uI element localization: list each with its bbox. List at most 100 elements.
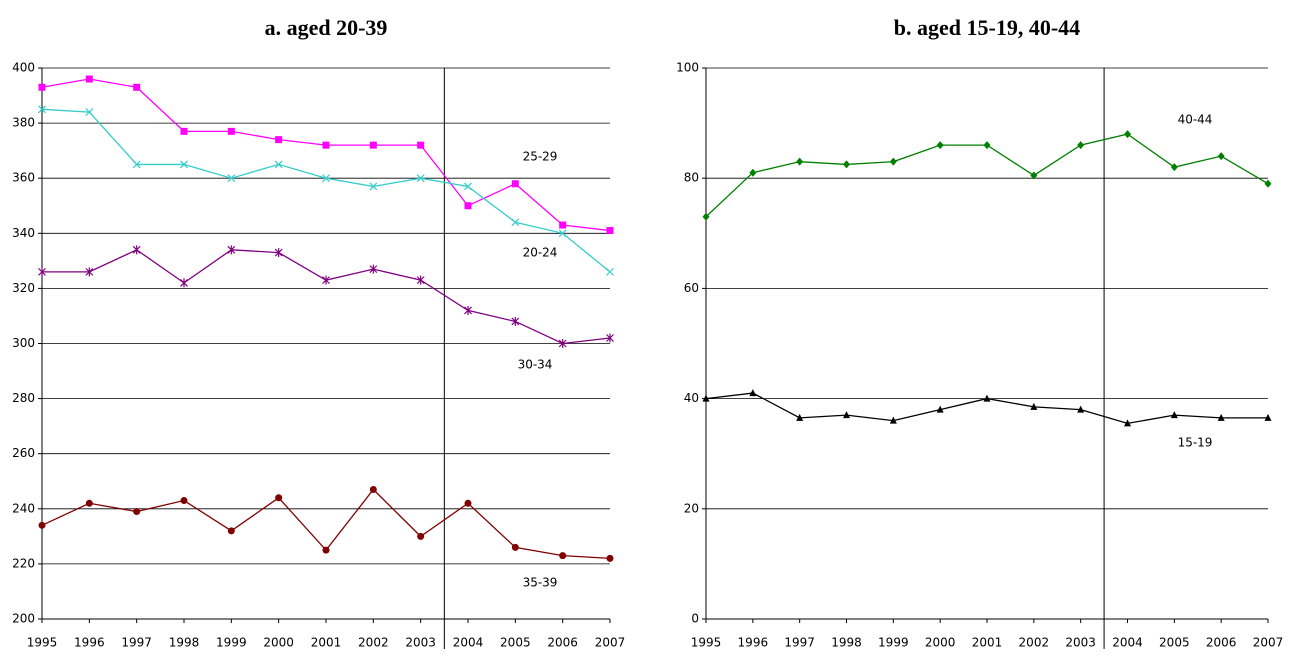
chart-title: b. aged 15-19, 40-44 <box>894 15 1080 40</box>
y-tick-label: 320 <box>12 281 35 295</box>
point-marker <box>511 180 519 188</box>
point-marker <box>1030 171 1038 180</box>
y-tick-label: 400 <box>12 61 35 75</box>
y-tick-label: 220 <box>12 556 35 570</box>
point-marker <box>38 521 46 529</box>
point-marker <box>843 411 850 419</box>
point-marker <box>132 160 141 169</box>
x-tick-label: 1995 <box>27 636 58 650</box>
point-marker <box>511 316 520 326</box>
point-marker <box>1124 130 1131 139</box>
point-marker <box>85 108 94 117</box>
point-marker <box>274 248 283 258</box>
series-line <box>42 249 611 345</box>
point-marker <box>464 202 472 210</box>
point-marker <box>1077 141 1085 150</box>
point-marker <box>606 333 614 343</box>
y-tick-label: 340 <box>12 226 35 240</box>
point-marker <box>1124 419 1131 427</box>
point-marker <box>227 245 236 255</box>
point-marker <box>275 494 283 502</box>
point-marker <box>511 218 520 227</box>
x-tick-label: 2001 <box>311 636 342 650</box>
x-tick-label: 1996 <box>738 636 769 650</box>
point-marker <box>133 508 141 516</box>
x-tick-label: 2002 <box>358 636 389 650</box>
point-marker <box>1170 411 1178 419</box>
y-tick-label: 300 <box>12 336 35 350</box>
point-marker <box>936 405 944 413</box>
y-tick-label: 200 <box>12 612 35 626</box>
point-marker <box>796 413 804 421</box>
point-marker <box>936 141 944 150</box>
point-marker <box>464 305 472 315</box>
x-tick-label: 2003 <box>1065 636 1096 650</box>
point-marker <box>749 389 757 397</box>
point-marker <box>749 168 757 177</box>
point-marker <box>889 157 897 166</box>
point-marker <box>889 416 897 424</box>
y-tick-label: 260 <box>12 446 35 460</box>
x-tick-label: 1997 <box>121 636 152 650</box>
point-marker <box>702 212 710 221</box>
point-marker <box>322 174 330 183</box>
point-marker <box>369 264 378 274</box>
point-marker <box>38 83 46 91</box>
point-marker <box>180 127 188 135</box>
point-marker <box>275 136 283 144</box>
point-marker <box>38 267 46 277</box>
point-marker <box>85 267 94 277</box>
point-marker <box>416 174 425 183</box>
point-marker <box>417 141 425 149</box>
point-marker <box>227 527 235 535</box>
x-tick-label: 1998 <box>169 636 200 650</box>
point-marker <box>1264 413 1272 421</box>
y-tick-label: 360 <box>12 171 35 185</box>
y-tick-label: 280 <box>12 391 35 405</box>
point-marker <box>322 546 330 554</box>
x-tick-label: 1999 <box>878 636 909 650</box>
point-marker <box>274 160 283 169</box>
x-tick-label: 1999 <box>216 636 247 650</box>
point-marker <box>369 486 377 494</box>
point-marker <box>180 160 188 169</box>
point-marker <box>606 267 614 276</box>
point-marker <box>1030 402 1038 410</box>
point-marker <box>369 182 378 191</box>
point-marker <box>796 157 804 166</box>
x-tick-label: 1996 <box>74 636 105 650</box>
point-marker <box>702 394 710 402</box>
y-tick-label: 20 <box>684 501 699 515</box>
x-tick-label: 2004 <box>1112 636 1143 650</box>
y-tick-label: 80 <box>684 171 699 185</box>
point-marker <box>559 221 567 229</box>
y-tick-label: 240 <box>12 501 35 515</box>
x-tick-label: 2000 <box>925 636 956 650</box>
point-marker <box>180 278 188 288</box>
series-label: 25-29 <box>523 150 558 164</box>
x-tick-label: 2000 <box>263 636 294 650</box>
x-tick-label: 2005 <box>500 636 531 650</box>
x-tick-label: 1995 <box>691 636 722 650</box>
point-marker <box>511 543 519 551</box>
y-tick-label: 40 <box>684 391 699 405</box>
series-label: 40-44 <box>1178 113 1213 127</box>
point-marker <box>133 83 141 91</box>
x-tick-label: 2004 <box>453 636 484 650</box>
point-marker <box>416 275 425 285</box>
point-marker <box>464 182 472 191</box>
x-tick-label: 2007 <box>595 636 626 650</box>
y-tick-label: 100 <box>676 61 699 75</box>
point-marker <box>558 339 567 348</box>
series-label: 30-34 <box>518 358 553 372</box>
series-label: 20-24 <box>523 246 558 260</box>
point-marker <box>132 245 141 255</box>
point-marker <box>1217 152 1225 161</box>
x-tick-label: 2005 <box>1159 636 1190 650</box>
x-tick-label: 1997 <box>784 636 815 650</box>
y-tick-label: 0 <box>691 612 699 626</box>
point-marker <box>1264 179 1272 188</box>
point-marker <box>983 394 991 402</box>
point-marker <box>38 105 46 114</box>
